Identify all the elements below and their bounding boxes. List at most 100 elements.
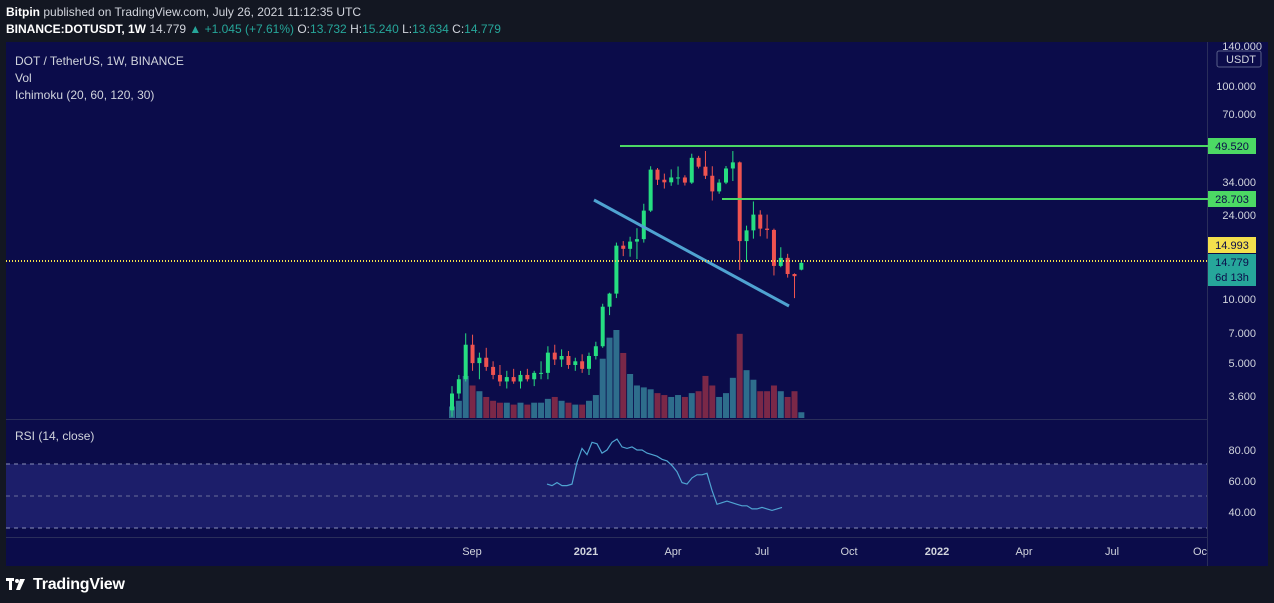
candle-body[interactable] bbox=[470, 344, 475, 364]
candle-body[interactable] bbox=[689, 157, 694, 183]
candle-body[interactable] bbox=[703, 166, 708, 176]
candle-body[interactable] bbox=[669, 177, 674, 183]
volume-bar bbox=[702, 375, 709, 418]
low-value: 13.634 bbox=[412, 22, 449, 36]
rsi-tick: 80.00 bbox=[1228, 445, 1256, 457]
candle-body[interactable] bbox=[593, 346, 598, 357]
price-chart[interactable]: DOT / TetherUS, 1W, BINANCE Vol Ichimoku… bbox=[6, 41, 1268, 566]
candle-body[interactable] bbox=[573, 361, 578, 365]
rsi-tick: 60.00 bbox=[1228, 476, 1256, 488]
candle-body[interactable] bbox=[504, 377, 509, 382]
candle-body[interactable] bbox=[758, 214, 763, 229]
candle-body[interactable] bbox=[491, 366, 496, 375]
candle-body[interactable] bbox=[628, 241, 633, 249]
volume-bar bbox=[633, 385, 640, 418]
candle-body[interactable] bbox=[477, 357, 482, 364]
candle-body[interactable] bbox=[717, 182, 722, 192]
candle-body[interactable] bbox=[539, 372, 544, 374]
candle-body[interactable] bbox=[737, 162, 742, 242]
volume-bars bbox=[449, 330, 805, 418]
time-axis[interactable]: Sep 2021 Apr Jul Oct 2022 Apr Jul Oc bbox=[462, 546, 1207, 558]
candle-body[interactable] bbox=[662, 179, 667, 183]
volume-bar bbox=[647, 389, 654, 418]
volume-bar bbox=[455, 400, 462, 418]
candle-body[interactable] bbox=[641, 210, 646, 240]
candle-body[interactable] bbox=[648, 169, 653, 211]
rsi-tick: 40.00 bbox=[1228, 507, 1256, 519]
unit-box bbox=[1216, 50, 1262, 68]
candle-body[interactable] bbox=[614, 245, 619, 294]
candle-body[interactable] bbox=[559, 356, 564, 360]
price-axis[interactable]: 140.000 USDT 100.000 70.000 34.000 24.00… bbox=[1216, 41, 1262, 403]
rsi-axis[interactable]: 80.00 60.00 40.00 bbox=[1228, 445, 1256, 519]
candle-body[interactable] bbox=[724, 168, 728, 183]
publisher-name[interactable]: Bitpin bbox=[6, 5, 40, 19]
time-tick: Jul bbox=[1105, 546, 1119, 558]
candle-body[interactable] bbox=[497, 374, 502, 382]
candle-body[interactable] bbox=[710, 175, 715, 192]
candle-body[interactable] bbox=[634, 239, 639, 242]
volume-bar bbox=[558, 400, 565, 418]
volume-bar bbox=[770, 385, 777, 418]
tag-14993: 14.993 bbox=[1215, 240, 1249, 252]
volume-bar bbox=[592, 395, 599, 418]
candle-body[interactable] bbox=[765, 228, 770, 230]
candle-body[interactable] bbox=[456, 379, 461, 394]
volume-bar bbox=[798, 412, 805, 418]
candle-body[interactable] bbox=[552, 352, 557, 360]
time-tick: Oc bbox=[1193, 546, 1208, 558]
open-value: 13.732 bbox=[310, 22, 347, 36]
descending-trendline[interactable] bbox=[593, 198, 790, 308]
volume-bar bbox=[524, 404, 531, 418]
volume-bar bbox=[496, 402, 503, 418]
candle-body[interactable] bbox=[744, 230, 749, 242]
candle-body[interactable] bbox=[450, 393, 454, 411]
candle-body[interactable] bbox=[799, 262, 804, 270]
candle-body[interactable] bbox=[792, 274, 797, 277]
candle-body[interactable] bbox=[525, 374, 530, 380]
rsi-line[interactable] bbox=[546, 438, 783, 512]
chart-title[interactable]: DOT / TetherUS, 1W, BINANCE bbox=[15, 54, 184, 68]
candle-body[interactable] bbox=[785, 257, 790, 275]
candle-body[interactable] bbox=[484, 357, 489, 367]
footer: TradingView bbox=[6, 574, 125, 596]
brand-name[interactable]: TradingView bbox=[33, 576, 125, 593]
volume-bar bbox=[743, 370, 750, 418]
chart-header: Bitpin published on TradingView.com, Jul… bbox=[6, 0, 1266, 42]
candle-body[interactable] bbox=[696, 157, 701, 167]
chart-frame[interactable]: DOT / TetherUS, 1W, BINANCE Vol Ichimoku… bbox=[6, 41, 1268, 566]
candle-body[interactable] bbox=[532, 372, 537, 380]
volume-bar bbox=[510, 404, 517, 418]
volume-bar bbox=[681, 396, 688, 418]
candle-body[interactable] bbox=[580, 361, 585, 369]
tradingview-logo-icon[interactable] bbox=[6, 578, 30, 592]
volume-bar bbox=[544, 398, 551, 418]
low-label: L: bbox=[402, 22, 413, 36]
volume-bar bbox=[661, 395, 668, 418]
candle-body[interactable] bbox=[511, 377, 516, 382]
candle-body[interactable] bbox=[518, 374, 523, 382]
publish-info: Bitpin published on TradingView.com, Jul… bbox=[6, 5, 361, 19]
candle-body[interactable] bbox=[682, 177, 687, 183]
candle-body[interactable] bbox=[621, 245, 626, 249]
volume-bar bbox=[531, 402, 538, 418]
candle-body[interactable] bbox=[566, 356, 571, 365]
volume-bar bbox=[469, 385, 476, 418]
candle-body[interactable] bbox=[771, 229, 776, 266]
price-tick: 3.600 bbox=[1228, 391, 1256, 403]
candle-body[interactable] bbox=[655, 169, 660, 180]
candle-body[interactable] bbox=[587, 356, 591, 369]
rsi-legend[interactable]: RSI (14, close) bbox=[15, 429, 94, 443]
candle-body[interactable] bbox=[545, 352, 550, 373]
candle-body[interactable] bbox=[751, 214, 756, 231]
volume-legend[interactable]: Vol bbox=[15, 71, 32, 85]
ichimoku-legend[interactable]: Ichimoku (20, 60, 120, 30) bbox=[15, 88, 154, 102]
candle-body[interactable] bbox=[463, 344, 468, 380]
candle-body[interactable] bbox=[600, 306, 605, 347]
volume-bar bbox=[538, 402, 545, 418]
volume-bar bbox=[565, 402, 572, 418]
candle-body[interactable] bbox=[607, 293, 612, 307]
candle-body[interactable] bbox=[676, 177, 681, 179]
candle-body[interactable] bbox=[730, 162, 735, 169]
candles[interactable] bbox=[450, 151, 804, 417]
